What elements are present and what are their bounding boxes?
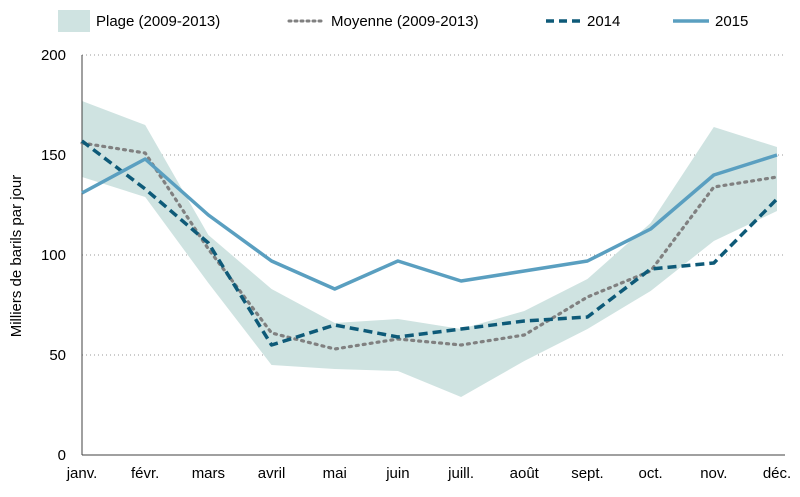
x-tick-label-1: févr.	[131, 465, 159, 482]
y-tick-label-150: 150	[41, 147, 66, 164]
series-layer	[80, 139, 779, 351]
y-tick-label-0: 0	[58, 447, 66, 464]
legend-label-2015: 2015	[715, 13, 748, 30]
x-tick-label-11: déc.	[763, 465, 791, 482]
axes	[81, 55, 785, 456]
y-tick-label-100: 100	[41, 247, 66, 264]
legend-label-average: Moyenne (2009-2013)	[331, 13, 479, 30]
x-tick-label-2: mars	[192, 465, 225, 482]
legend-label-2014: 2014	[587, 13, 620, 30]
x-tick-label-10: nov.	[700, 465, 727, 482]
range-band-layer	[82, 101, 777, 397]
x-tick-label-3: avril	[258, 465, 286, 482]
y-tick-label-50: 50	[49, 347, 66, 364]
series-line-2014	[80, 139, 779, 347]
range-band-area	[82, 101, 777, 397]
x-tick-label-4: mai	[323, 465, 347, 482]
y-tick-labels: 0 50 100 150 200	[41, 47, 66, 464]
x-tick-label-8: sept.	[571, 465, 604, 482]
x-tick-label-9: oct.	[639, 465, 663, 482]
y-tick-label-200: 200	[41, 47, 66, 64]
legend-label-band: Plage (2009-2013)	[96, 13, 220, 30]
series-line-2015	[81, 153, 778, 291]
x-tick-label-7: août	[510, 465, 540, 482]
legend-swatch-band	[58, 10, 90, 32]
x-tick-label-6: juill.	[447, 465, 474, 482]
chart-legend: Plage (2009-2013) Moyenne (2009-2013) 20…	[58, 10, 748, 32]
x-tick-labels: janv. févr. mars avril mai juin juill. août sept…	[66, 465, 791, 482]
y-axis-title: Milliers de barils par jour	[8, 175, 25, 338]
x-tick-label-0: janv.	[66, 465, 98, 482]
x-tick-label-5: juin	[385, 465, 409, 482]
